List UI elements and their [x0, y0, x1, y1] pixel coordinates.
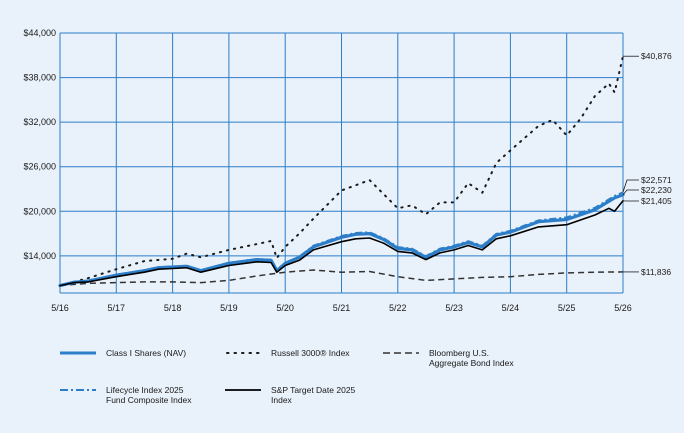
series-line-3: [59, 191, 624, 287]
x-tick-label: 5/25: [558, 303, 576, 313]
x-axis-ticks: 5/16 5/17 5/18 5/19 5/20 5/21 5/22 5/23 5/24 5/25…: [51, 303, 632, 313]
legend-swatch-lifecycle: [60, 389, 96, 391]
x-tick-label: 5/21: [333, 303, 351, 313]
legend-swatch-class-i: [60, 351, 96, 355]
series-line-4: [59, 200, 624, 287]
x-tick-label: 5/23: [445, 303, 463, 313]
legend-item-bloomberg: Bloomberg U.S. Aggregate Bond Index: [383, 348, 514, 368]
legend-swatch-russell-3000: [226, 352, 261, 354]
end-label-leader: [622, 179, 639, 193]
chart-series: [58, 55, 625, 288]
y-tick-label: $14,000: [23, 251, 56, 261]
x-tick-label: 5/18: [164, 303, 182, 313]
chart-grid: [59, 32, 624, 294]
end-value-label: $22,230: [641, 185, 672, 195]
end-label-leader: [622, 189, 639, 195]
legend-item-lifecycle: Lifecycle Index 2025 Fund Composite Inde…: [60, 385, 192, 405]
legend-label: S&P Target Date 2025 Index: [271, 385, 356, 405]
end-value-label: $11,836: [641, 267, 671, 277]
legend-swatch-sp-target: [225, 389, 261, 391]
x-tick-label: 5/16: [51, 303, 69, 313]
y-tick-label: $26,000: [23, 162, 56, 172]
legend-swatch-bloomberg: [383, 352, 419, 354]
end-value-label: $40,876: [641, 51, 672, 61]
chart-legend: Class I Shares (NAV) Russell 3000® Index…: [0, 340, 684, 433]
x-tick-label: 5/24: [502, 303, 520, 313]
x-tick-label: 5/22: [389, 303, 407, 313]
y-tick-label: $32,000: [23, 117, 56, 127]
legend-label: Russell 3000® Index: [271, 348, 350, 358]
x-tick-label: 5/19: [220, 303, 238, 313]
end-value-label: $22,571: [641, 175, 672, 185]
line-chart: $14,000 $20,000 $26,000 $32,000 $38,000 $44,0…: [23, 28, 672, 313]
x-tick-label: 5/20: [276, 303, 294, 313]
x-tick-label: 5/26: [614, 303, 632, 313]
y-tick-label: $38,000: [23, 73, 56, 83]
y-axis-ticks: $14,000 $20,000 $26,000 $32,000 $38,000 $44,0…: [23, 28, 56, 261]
end-value-label: $21,405: [641, 196, 672, 206]
y-tick-label: $44,000: [23, 28, 56, 38]
legend-label: Lifecycle Index 2025 Fund Composite Inde…: [106, 385, 192, 405]
legend-item-russell-3000: Russell 3000® Index: [225, 348, 350, 358]
y-tick-label: $20,000: [23, 206, 56, 216]
end-value-labels: $40,876 $22,571$22,230$21,405 $11,836: [622, 51, 672, 277]
legend-label: Bloomberg U.S. Aggregate Bond Index: [429, 348, 514, 368]
legend-label: Class I Shares (NAV): [106, 348, 187, 358]
series-line-2: [59, 269, 624, 287]
legend-item-class-i: Class I Shares (NAV): [60, 348, 186, 358]
legend-item-sp-target: S&P Target Date 2025 Index: [225, 385, 355, 405]
x-tick-label: 5/17: [108, 303, 126, 313]
